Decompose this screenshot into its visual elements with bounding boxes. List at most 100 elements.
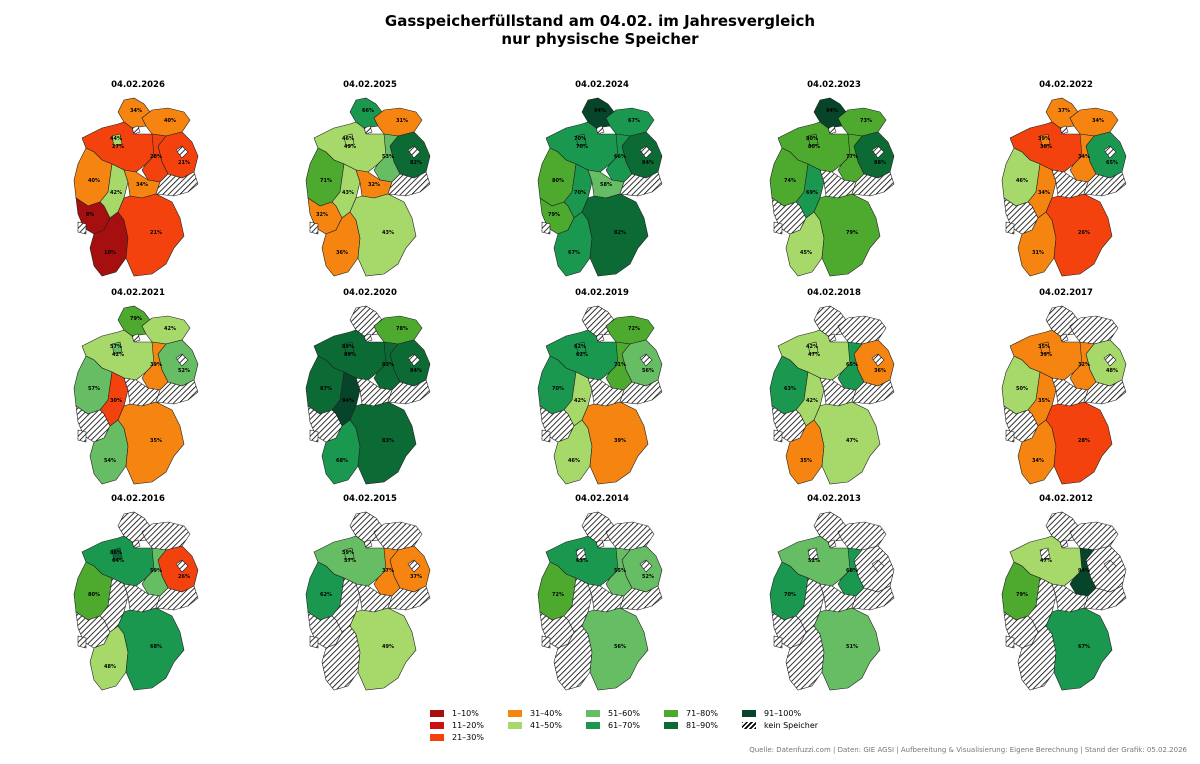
state-BY (813, 193, 881, 277)
legend-swatch (508, 722, 522, 729)
map-panel: 04.02.2015 57% 59% 37% 37% 62% 49% (280, 494, 460, 694)
state-BY (117, 607, 185, 691)
legend-item: 11–20% (430, 720, 484, 731)
map-panel-title: 04.02.2020 (343, 288, 397, 298)
legend-swatch (430, 710, 444, 717)
legend-label: 31–40% (530, 709, 562, 718)
value-label-MV: 31% (396, 118, 408, 124)
value-label-BW: 68% (336, 458, 348, 464)
state-BY (349, 607, 417, 691)
state-BY (581, 607, 649, 691)
value-label-BW: 48% (104, 664, 116, 670)
state-SN (1083, 171, 1127, 197)
state-BE (871, 145, 885, 159)
chart-title: Gasspeicherfüllstand am 04.02. im Jahres… (0, 12, 1200, 48)
value-label-BY: 28% (1078, 438, 1090, 444)
value-label-HB: 70% (574, 136, 586, 142)
map-panel-title: 04.02.2015 (343, 494, 397, 504)
state-MV (373, 521, 423, 551)
value-label-NW: 63% (784, 386, 796, 392)
state-BY (813, 401, 881, 485)
value-label-ST: 66% (614, 154, 626, 160)
map-panel-title: 04.02.2017 (1039, 288, 1093, 298)
state-MV (605, 521, 655, 551)
state-HB (343, 547, 355, 561)
value-label-SH: 79% (130, 316, 142, 322)
value-label-NW: 57% (88, 386, 100, 392)
map-panel-title: 04.02.2016 (111, 494, 165, 504)
value-label-ST: 83% (382, 362, 394, 368)
value-label-TH: 58% (600, 182, 612, 188)
state-HB (1039, 547, 1051, 561)
value-label-HB: 89% (342, 344, 354, 350)
state-SL (309, 635, 319, 649)
value-label-ST: 34% (1078, 154, 1090, 160)
state-SN (1083, 585, 1127, 611)
value-label-BW: 45% (800, 250, 812, 256)
state-BY (349, 401, 417, 485)
map-panel-title: 04.02.2014 (575, 494, 629, 504)
value-label-HE: 69% (806, 190, 818, 196)
value-label-HB: 44% (110, 136, 122, 142)
legend: 1–10% 11–20% 21–30% 31–40% 41–50% 51–60% 61–70… (430, 708, 818, 744)
germany-map: 47% 42% 36% 65% 63% 42% 35% 47% (769, 305, 895, 485)
legend-item: 81–90% (664, 720, 718, 731)
state-BE (175, 145, 189, 159)
state-HB (807, 341, 819, 355)
value-label-BW: 31% (1032, 250, 1044, 256)
germany-map: 47% 94% 79% 67% (1001, 511, 1127, 691)
value-label-HB: 42% (806, 344, 818, 350)
map-panel: 04.02.2017 39% 35% 48% 32% 50% 35% 34% 28% (976, 288, 1156, 488)
value-label-SH: 34% (130, 108, 142, 114)
value-label-MV: 42% (164, 326, 176, 332)
state-BE (871, 353, 885, 367)
state-HB (807, 133, 819, 147)
value-label-BW: 67% (568, 250, 580, 256)
germany-map: 78% 89% 89% 84% 83% 87% 94% 68% 83% (305, 305, 431, 485)
state-BE (1103, 559, 1117, 573)
value-label-BB: 26% (178, 574, 190, 580)
value-label-RP: 79% (548, 212, 560, 218)
value-label-BB: 37% (410, 574, 422, 580)
state-BE (407, 353, 421, 367)
legend-swatch (664, 722, 678, 729)
value-label-BY: 43% (382, 230, 394, 236)
value-label-HB: 80% (806, 136, 818, 142)
state-HB (575, 133, 587, 147)
state-SL (1005, 221, 1015, 235)
state-HB (111, 547, 123, 561)
state-SL (1005, 429, 1015, 443)
value-label-HB: 35% (1038, 344, 1050, 350)
value-label-BY: 39% (614, 438, 626, 444)
legend-item: 51–60% (586, 708, 640, 719)
state-HB (343, 341, 355, 355)
value-label-NI: 42% (112, 352, 124, 358)
value-label-HE: 35% (1038, 398, 1050, 404)
map-panel: 04.02.2012 47% 94% 79% 67% (976, 494, 1156, 694)
state-SN (619, 379, 663, 405)
state-HB (807, 547, 819, 561)
legend-label: 51–60% (608, 709, 640, 718)
state-BE (1103, 145, 1117, 159)
value-label-NI: 64% (112, 558, 124, 564)
map-panel-title: 04.02.2023 (807, 80, 861, 90)
state-BY (117, 193, 185, 277)
value-label-BY: 49% (382, 644, 394, 650)
legend-label: 1–10% (452, 709, 479, 718)
state-BY (117, 401, 185, 485)
value-label-BB: 84% (642, 160, 654, 166)
map-panel: 04.02.2016 64% 86% 26% 59% 80% 48% 68% (48, 494, 228, 694)
state-BE (639, 559, 653, 573)
state-SN (619, 585, 663, 611)
state-SN (155, 171, 199, 197)
state-SL (77, 635, 87, 649)
value-label-NW: 50% (1016, 386, 1028, 392)
value-label-MV: 78% (396, 326, 408, 332)
map-panel-title: 04.02.2018 (807, 288, 861, 298)
value-label-BB: 52% (178, 368, 190, 374)
state-BE (175, 559, 189, 573)
value-label-HB: 39% (1038, 136, 1050, 142)
state-SL (309, 429, 319, 443)
state-SL (1005, 635, 1015, 649)
